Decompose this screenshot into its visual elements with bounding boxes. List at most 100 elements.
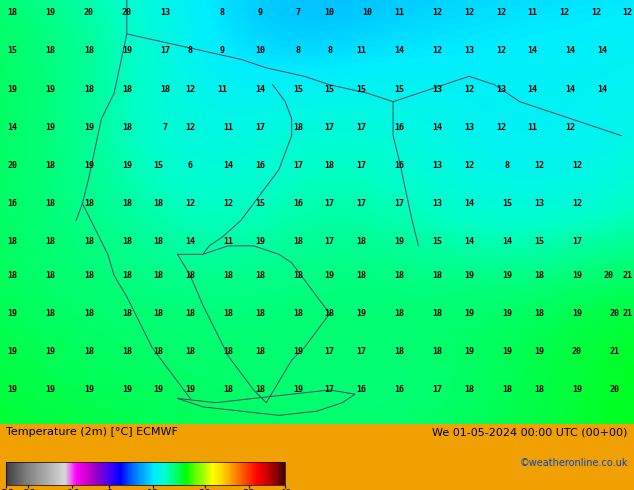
Text: 14: 14 <box>464 199 474 208</box>
Text: 7: 7 <box>162 122 167 132</box>
Text: 18: 18 <box>122 122 132 132</box>
Text: 13: 13 <box>464 122 474 132</box>
Text: 18: 18 <box>356 271 366 280</box>
Text: 11: 11 <box>223 237 233 246</box>
Text: 18: 18 <box>46 161 56 170</box>
Text: 19: 19 <box>572 386 582 394</box>
Text: 12: 12 <box>432 8 443 17</box>
Text: 19: 19 <box>122 161 132 170</box>
Text: 17: 17 <box>325 237 335 246</box>
Text: 20: 20 <box>84 8 94 17</box>
Text: 17: 17 <box>356 347 366 356</box>
Text: 15: 15 <box>534 237 544 246</box>
Text: 18: 18 <box>46 309 56 318</box>
Text: 11: 11 <box>217 84 227 94</box>
Text: 18: 18 <box>153 199 164 208</box>
Text: 15: 15 <box>432 237 443 246</box>
Text: 12: 12 <box>534 161 544 170</box>
Text: 18: 18 <box>122 347 132 356</box>
Text: 18: 18 <box>534 386 544 394</box>
Text: 18: 18 <box>293 309 303 318</box>
Text: 18: 18 <box>84 47 94 55</box>
Text: 18: 18 <box>255 309 265 318</box>
Text: 19: 19 <box>185 386 195 394</box>
Text: 11: 11 <box>394 8 404 17</box>
Text: 18: 18 <box>394 271 404 280</box>
Text: 16: 16 <box>394 386 404 394</box>
Text: 13: 13 <box>432 161 443 170</box>
Text: 18: 18 <box>84 84 94 94</box>
Text: 18: 18 <box>255 386 265 394</box>
Text: 19: 19 <box>502 309 512 318</box>
Text: 18: 18 <box>356 237 366 246</box>
Text: 10: 10 <box>363 8 373 17</box>
Text: 18: 18 <box>122 84 132 94</box>
Text: 20: 20 <box>610 309 620 318</box>
Text: 18: 18 <box>432 309 443 318</box>
Text: 16: 16 <box>8 199 18 208</box>
Text: 18: 18 <box>223 271 233 280</box>
Text: 11: 11 <box>527 122 538 132</box>
Text: 18: 18 <box>84 199 94 208</box>
Text: 12: 12 <box>223 199 233 208</box>
Text: 8: 8 <box>219 8 224 17</box>
Text: 14: 14 <box>394 47 404 55</box>
Text: 8: 8 <box>505 161 510 170</box>
Text: 18: 18 <box>84 237 94 246</box>
Text: 14: 14 <box>566 47 576 55</box>
Text: 19: 19 <box>572 309 582 318</box>
Text: 14: 14 <box>502 237 512 246</box>
Text: 11: 11 <box>223 122 233 132</box>
Text: 18: 18 <box>223 309 233 318</box>
Text: 18: 18 <box>8 237 18 246</box>
Text: 14: 14 <box>597 47 607 55</box>
Text: 8: 8 <box>188 47 193 55</box>
Text: 18: 18 <box>255 271 265 280</box>
Text: 18: 18 <box>122 237 132 246</box>
Text: 18: 18 <box>84 347 94 356</box>
Text: 19: 19 <box>46 8 56 17</box>
Text: 12: 12 <box>496 47 506 55</box>
Text: 10: 10 <box>255 47 265 55</box>
Text: 19: 19 <box>84 161 94 170</box>
Text: 19: 19 <box>502 271 512 280</box>
Text: 16: 16 <box>394 161 404 170</box>
Text: 18: 18 <box>153 271 164 280</box>
Text: 19: 19 <box>464 347 474 356</box>
Text: 18: 18 <box>394 347 404 356</box>
Text: 16: 16 <box>394 122 404 132</box>
Text: 9: 9 <box>219 47 224 55</box>
Text: 18: 18 <box>325 161 335 170</box>
Text: 19: 19 <box>502 347 512 356</box>
Text: 18: 18 <box>46 271 56 280</box>
Text: 18: 18 <box>432 271 443 280</box>
Text: 21: 21 <box>623 271 633 280</box>
Text: 18: 18 <box>185 271 195 280</box>
Text: 19: 19 <box>356 309 366 318</box>
Text: 17: 17 <box>572 237 582 246</box>
Text: 14: 14 <box>185 237 195 246</box>
Text: 11: 11 <box>356 47 366 55</box>
Text: 21: 21 <box>610 347 620 356</box>
Text: 18: 18 <box>46 47 56 55</box>
Text: 18: 18 <box>325 309 335 318</box>
Text: 17: 17 <box>325 199 335 208</box>
Text: 17: 17 <box>356 199 366 208</box>
Text: 18: 18 <box>122 199 132 208</box>
Text: 17: 17 <box>356 122 366 132</box>
Text: 17: 17 <box>432 386 443 394</box>
Text: 8: 8 <box>295 47 301 55</box>
Text: 13: 13 <box>432 199 443 208</box>
Text: 18: 18 <box>502 386 512 394</box>
Text: 12: 12 <box>496 8 506 17</box>
Text: 14: 14 <box>566 84 576 94</box>
Text: 6: 6 <box>188 161 193 170</box>
Text: 18: 18 <box>223 347 233 356</box>
Text: 19: 19 <box>46 347 56 356</box>
Text: 18: 18 <box>534 309 544 318</box>
Text: 18: 18 <box>153 309 164 318</box>
Text: 15: 15 <box>502 199 512 208</box>
Text: 17: 17 <box>394 199 404 208</box>
Text: 18: 18 <box>122 271 132 280</box>
Text: 19: 19 <box>8 84 18 94</box>
